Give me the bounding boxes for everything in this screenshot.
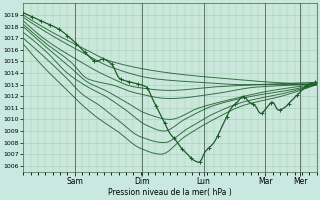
X-axis label: Pression niveau de la mer( hPa ): Pression niveau de la mer( hPa ) bbox=[108, 188, 232, 197]
